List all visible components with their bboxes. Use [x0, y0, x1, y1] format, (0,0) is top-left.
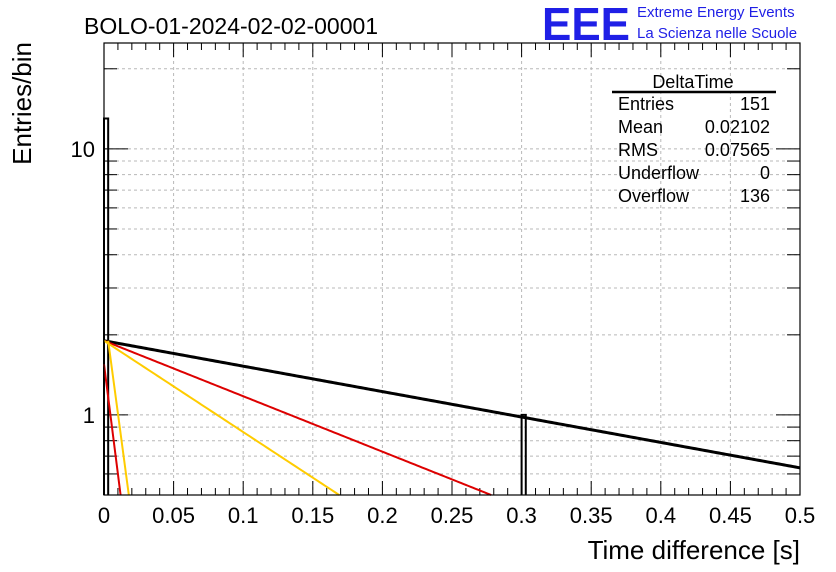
y-tick-labels: 1 10 [71, 137, 95, 428]
stats-label: Underflow [618, 163, 700, 183]
stats-value: 0.02102 [705, 117, 770, 137]
y-tick-label: 10 [71, 137, 95, 162]
stats-rows: Entries 151 Mean 0.02102 RMS 0.07565Underflow… [618, 94, 770, 206]
x-tick-label: 0.1 [228, 503, 259, 528]
stats-label: RMS [618, 140, 658, 160]
x-tick-label: 0 [98, 503, 110, 528]
stats-box: DeltaTime Entries 151 Mean 0.02102 RMS 0.0756… [612, 72, 776, 206]
logo-line-1: Extreme Energy Events [637, 4, 795, 21]
chart-title: BOLO-01-2024-02-02-00001 [84, 13, 378, 39]
fit-curve [103, 339, 801, 470]
fit-curve [103, 364, 122, 496]
stats-label: Mean [618, 117, 663, 137]
x-tick-label: 0.5 [785, 503, 816, 528]
stats-label: Entries [618, 94, 674, 114]
grid [104, 43, 800, 496]
stats-value: 0.07565 [705, 140, 770, 160]
x-tick-label: 0.35 [570, 503, 613, 528]
x-axis-label: Time difference [s] [588, 535, 800, 565]
fit-curve [103, 339, 492, 496]
eee-logo: EEE Extreme Energy Events La Scienza nel… [542, 0, 797, 50]
plot-frame [103, 42, 801, 496]
x-tick-label: 0.45 [709, 503, 752, 528]
stats-title: DeltaTime [652, 72, 733, 92]
fit-curve [103, 339, 340, 496]
logo-mark: EEE [542, 0, 630, 50]
x-tick-label: 0.2 [367, 503, 398, 528]
x-tick-label: 0.3 [506, 503, 537, 528]
x-tick-label: 0.25 [431, 503, 474, 528]
x-tick-labels: 0 0.05 0.1 0.15 0.2 0.25 0.3 0.35 0.4 0.45 0.5 [98, 503, 815, 528]
stats-value: 151 [740, 94, 770, 114]
logo-line-2: La Scienza nelle Scuole [637, 25, 797, 42]
histogram-bin [520, 413, 527, 495]
fit-curve [107, 340, 130, 496]
x-tick-label: 0.05 [152, 503, 195, 528]
fit-curves [103, 339, 801, 496]
stats-value: 0 [760, 163, 770, 183]
stats-value: 136 [740, 186, 770, 206]
x-tick-label: 0.4 [646, 503, 677, 528]
y-axis-label: Entries/bin [7, 42, 37, 165]
x-tick-label: 0.15 [291, 503, 334, 528]
stats-label: Overflow [618, 186, 690, 206]
y-tick-label: 1 [83, 403, 95, 428]
